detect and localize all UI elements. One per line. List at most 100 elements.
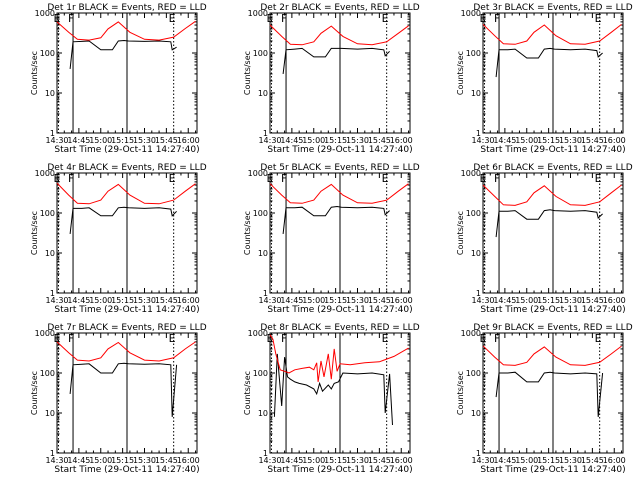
x-tick-label: 15:30 — [559, 136, 582, 145]
y-tick-label: 1000 — [248, 9, 268, 18]
x-tick-label: 15:15 — [324, 296, 347, 305]
x-tick-label: 14:30 — [471, 296, 494, 305]
y-tick-label: 100 — [466, 369, 481, 378]
interval-marker-label: E — [595, 12, 602, 25]
interval-marker-label: F — [281, 12, 287, 25]
events-series-line — [69, 362, 178, 417]
panel-2: Det 2r BLACK = Events, RED = LLD 1 10 100 10… — [243, 3, 420, 155]
x-tick-label: 14:45 — [493, 456, 516, 465]
interval-marker-label: E — [382, 12, 389, 25]
panel-title: Det 1r BLACK = Events, RED = LLD — [47, 3, 206, 13]
y-axis-label: Counts/sec — [30, 211, 39, 255]
y-tick-label: 1 — [263, 289, 268, 298]
interval-marker-label: E — [595, 332, 602, 345]
y-axis-label: Counts/sec — [30, 51, 39, 95]
lld-series-line — [56, 20, 196, 41]
x-tick-label: 15:00 — [515, 296, 538, 305]
panel-title: Det 6r BLACK = Events, RED = LLD — [473, 163, 632, 173]
interval-marker-label: E — [479, 12, 486, 25]
x-tick-label: 15:30 — [559, 456, 582, 465]
panel-title: Det 3r BLACK = Events, RED = LLD — [473, 3, 632, 13]
y-tick-label: 100 — [466, 49, 481, 58]
x-tick-label: 15:45 — [155, 136, 178, 145]
y-tick-label: 1000 — [35, 169, 55, 178]
panel-7: Det 7r BLACK = Events, RED = LLD 1 10 100 10… — [30, 323, 207, 475]
interval-marker-label: F — [494, 172, 500, 185]
x-tick-label: 15:15 — [537, 296, 560, 305]
lld-series-line — [269, 334, 409, 382]
x-tick-label: 15:00 — [302, 136, 325, 145]
x-tick-label: 15:00 — [89, 136, 112, 145]
x-tick-label: 14:30 — [45, 296, 68, 305]
x-tick-label: 16:00 — [390, 136, 413, 145]
lld-series-line — [482, 24, 622, 45]
x-tick-label: 15:30 — [559, 296, 582, 305]
y-tick-label: 100 — [40, 49, 55, 58]
x-tick-label: 14:30 — [258, 456, 281, 465]
interval-marker-label: F — [68, 332, 74, 345]
interval-marker-label: F — [68, 12, 74, 25]
panel-title: Det 2r BLACK = Events, RED = LLD — [260, 3, 419, 13]
x-tick-label: 16:00 — [603, 296, 626, 305]
x-axis-label: Start Time (29-Oct-11 14:27:40) — [54, 465, 199, 475]
x-tick-label: 16:00 — [603, 136, 626, 145]
y-tick-label: 10 — [258, 409, 268, 418]
x-axis-label: Start Time (29-Oct-11 14:27:40) — [480, 305, 625, 315]
x-tick-label: 14:30 — [471, 456, 494, 465]
panel-title: Det 9r BLACK = Events, RED = LLD — [473, 323, 632, 333]
x-tick-label: 15:15 — [111, 296, 134, 305]
panel-5: Det 5r BLACK = Events, RED = LLD 1 10 100 10… — [243, 163, 420, 315]
y-axis-label: Counts/sec — [243, 211, 252, 255]
interval-marker-label: E — [266, 332, 273, 345]
events-series-line — [495, 371, 604, 417]
panel-8: Det 8r BLACK = Events, RED = LLD 1 10 100 10… — [243, 323, 420, 475]
y-tick-label: 1000 — [35, 329, 55, 338]
interval-marker-label: E — [169, 172, 176, 185]
y-tick-label: 1 — [50, 129, 55, 138]
x-tick-label: 15:30 — [133, 136, 156, 145]
events-series-line — [282, 47, 390, 74]
lld-series-line — [56, 182, 196, 205]
panel-title: Det 8r BLACK = Events, RED = LLD — [260, 323, 419, 333]
interval-marker-label: F — [281, 332, 287, 345]
x-tick-label: 15:00 — [89, 456, 112, 465]
x-axis-label: Start Time (29-Oct-11 14:27:40) — [54, 305, 199, 315]
events-series-line — [495, 47, 603, 78]
y-tick-label: 1000 — [461, 329, 481, 338]
y-axis-label: Counts/sec — [456, 371, 465, 415]
lld-series-line — [482, 345, 622, 366]
x-tick-label: 15:15 — [324, 456, 347, 465]
x-tick-label: 16:00 — [390, 296, 413, 305]
y-tick-label: 10 — [258, 249, 268, 258]
x-axis-label: Start Time (29-Oct-11 14:27:40) — [480, 465, 625, 475]
y-tick-label: 10 — [471, 89, 481, 98]
interval-marker-label: E — [53, 12, 60, 25]
panel-title: Det 4r BLACK = Events, RED = LLD — [47, 163, 206, 173]
x-tick-label: 15:45 — [368, 456, 391, 465]
y-axis-label: Counts/sec — [243, 371, 252, 415]
x-tick-label: 16:00 — [177, 456, 200, 465]
interval-marker-label: F — [494, 332, 500, 345]
y-tick-label: 10 — [258, 89, 268, 98]
interval-marker-label: E — [479, 332, 486, 345]
interval-marker-label: F — [494, 12, 500, 25]
y-tick-label: 1 — [476, 289, 481, 298]
interval-marker-label: F — [68, 172, 74, 185]
y-tick-label: 100 — [466, 209, 481, 218]
y-tick-label: 1000 — [248, 169, 268, 178]
interval-marker-label: E — [169, 332, 176, 345]
x-tick-label: 15:30 — [346, 456, 369, 465]
panel-1: Det 1r BLACK = Events, RED = LLD 1 10 100 10… — [30, 3, 207, 155]
lld-series-line — [56, 341, 196, 362]
x-tick-label: 15:00 — [515, 456, 538, 465]
x-tick-label: 15:30 — [133, 456, 156, 465]
x-tick-label: 15:00 — [515, 136, 538, 145]
x-tick-label: 15:00 — [302, 296, 325, 305]
x-tick-label: 14:30 — [471, 136, 494, 145]
x-tick-label: 15:15 — [111, 456, 134, 465]
x-tick-label: 16:00 — [177, 136, 200, 145]
y-tick-label: 10 — [471, 409, 481, 418]
lld-series-line — [269, 183, 409, 204]
y-tick-label: 1 — [263, 449, 268, 458]
